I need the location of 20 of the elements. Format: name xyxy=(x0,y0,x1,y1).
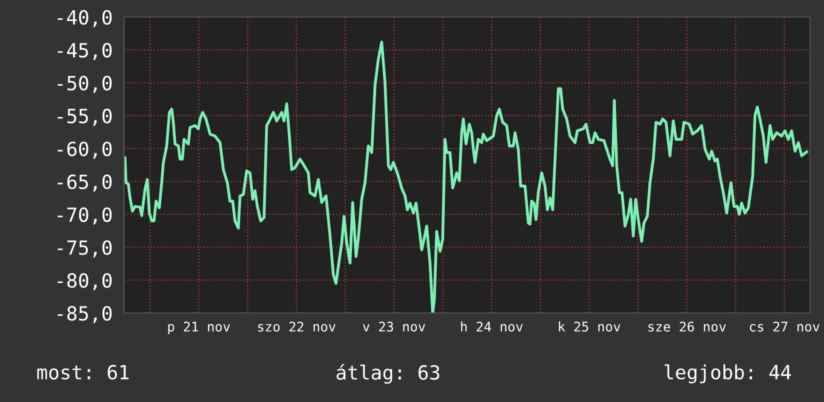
y-tick-label: -65,0 xyxy=(58,174,112,192)
y-tick-label: -45,0 xyxy=(58,42,112,60)
y-tick-label: -85,0 xyxy=(58,306,112,324)
y-tick-label: -75,0 xyxy=(58,240,112,258)
x-tick-label: szo 22 nov xyxy=(258,322,336,332)
y-tick-label: -40,0 xyxy=(58,10,112,28)
y-tick-label: -80,0 xyxy=(58,273,112,290)
x-tick-label: v 23 nov xyxy=(362,322,426,332)
x-tick-label: sze 26 nov xyxy=(648,322,726,332)
text: legjobb: 44 xyxy=(664,364,791,384)
text: átlag: 63 xyxy=(336,364,440,384)
y-tick-label: -60,0 xyxy=(58,142,112,159)
y-tick-label: -70,0 xyxy=(58,207,112,224)
x-tick-label: h 24 nov xyxy=(461,321,523,332)
y-tick-label: -55,0 xyxy=(58,108,112,126)
x-tick-label: k 25 nov xyxy=(558,321,620,332)
x-tick-label: cs 27 nov xyxy=(750,322,820,332)
text: most: 61 xyxy=(37,364,129,380)
x-tick-label: p 21 nov xyxy=(168,322,230,334)
y-tick-label: -50,0 xyxy=(58,76,112,93)
